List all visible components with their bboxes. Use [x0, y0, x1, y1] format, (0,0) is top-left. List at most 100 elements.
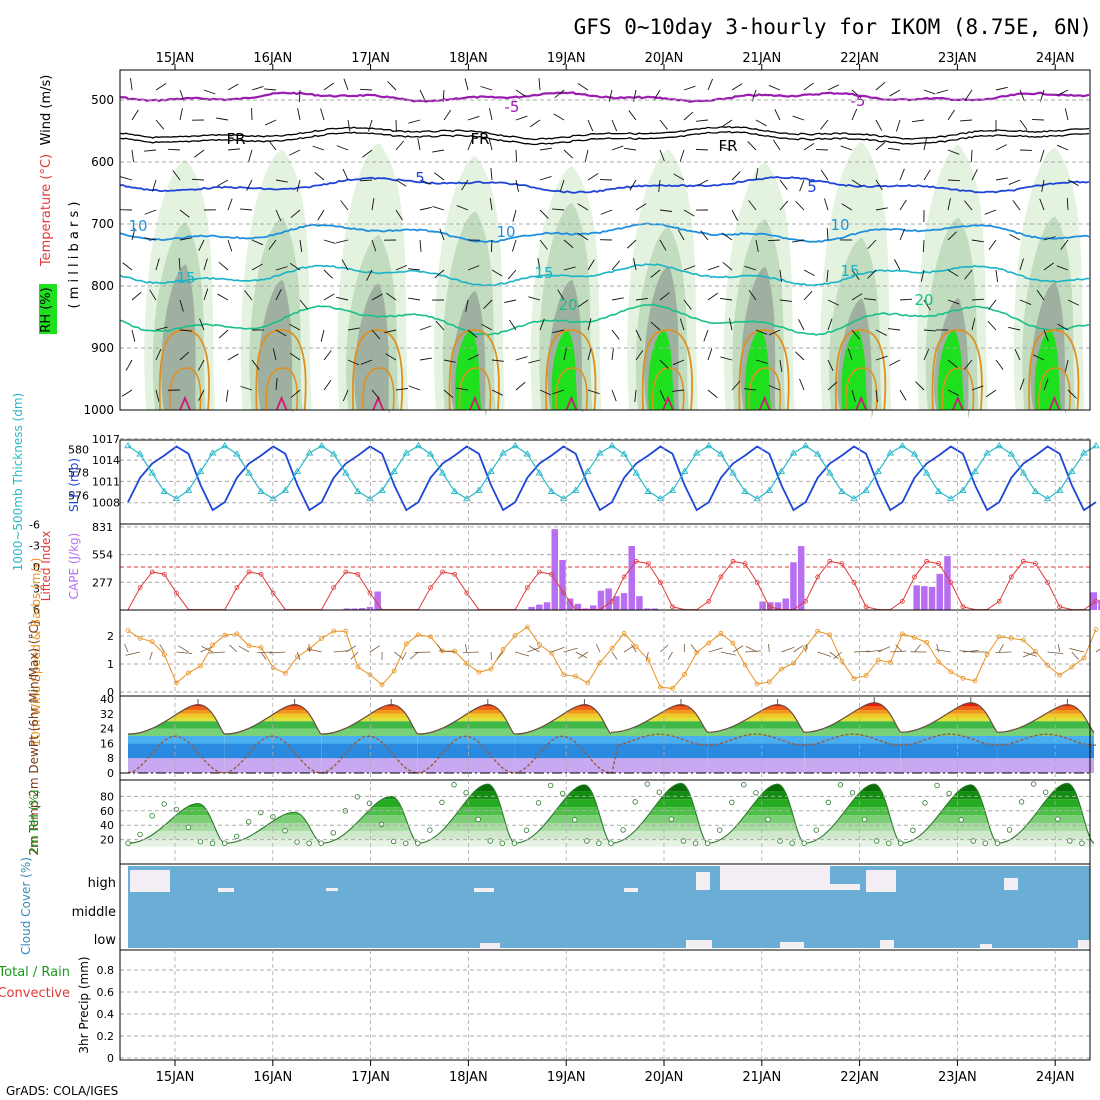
temp-band — [611, 736, 708, 744]
wind-speed-marker — [524, 624, 530, 630]
wind-barb — [122, 262, 133, 271]
thickness-marker — [196, 467, 205, 474]
wind-barb-surface — [200, 646, 213, 653]
wind-barb — [673, 173, 685, 181]
lifted-index-marker — [948, 580, 954, 585]
wind-barb — [323, 293, 335, 301]
rh-shade — [161, 264, 197, 411]
wind-barb-surface — [781, 646, 795, 653]
wind-barb — [1043, 329, 1049, 342]
wind-barb — [970, 149, 973, 163]
thickness-marker — [741, 487, 749, 494]
wind-speed-marker — [428, 634, 433, 640]
wind-barb — [155, 389, 160, 402]
lifted-index-marker — [1045, 580, 1050, 585]
wind-speed-marker — [488, 666, 494, 672]
wind-barb — [144, 237, 157, 241]
wind-barb — [539, 389, 552, 396]
cape-bar — [643, 608, 651, 610]
wind-barb — [246, 179, 253, 191]
temp-band — [128, 758, 225, 773]
thickness-marker — [523, 450, 532, 457]
wind-barb — [264, 88, 277, 91]
rh-outline — [321, 795, 419, 844]
lifted-index-marker — [1008, 574, 1014, 580]
contour-label: 5 — [415, 169, 425, 187]
cape-bar — [921, 586, 928, 610]
contour-35 — [951, 395, 964, 411]
wind-barb — [347, 327, 360, 331]
rh-marker — [330, 830, 336, 836]
thickness-marker — [354, 487, 362, 494]
contour-label: FR — [718, 137, 737, 155]
temp-band — [417, 717, 515, 722]
wind-speed-marker — [476, 669, 482, 675]
temp-outline — [707, 703, 805, 733]
wind-barb — [995, 86, 1008, 91]
wind-barb — [635, 203, 647, 211]
wind-speed-marker — [1033, 649, 1038, 655]
rh-marker — [366, 800, 373, 806]
wind-speed-marker — [936, 659, 942, 665]
wind-barb — [779, 299, 792, 302]
wind-barb — [320, 108, 325, 121]
temp-outline — [417, 703, 515, 735]
wind-barb — [755, 239, 759, 252]
rh-marker — [716, 827, 723, 833]
cloud-clear-patch — [1078, 940, 1090, 948]
rh-marker — [318, 840, 324, 846]
wind-barb — [722, 261, 733, 271]
wind-barb-surface — [159, 644, 165, 653]
rh-band — [707, 838, 805, 847]
wind-barb — [290, 209, 301, 219]
cloud-clear-patch — [866, 870, 896, 892]
wind-barb — [768, 329, 781, 336]
wind-speed-marker — [270, 665, 276, 671]
temp-band — [804, 728, 901, 736]
wind-barb — [217, 293, 229, 301]
wind-barb — [1043, 236, 1056, 241]
wind-tick-label: 2 — [107, 630, 114, 643]
rh-marker — [294, 839, 300, 845]
thickness-marker — [632, 469, 640, 476]
thickness-marker — [160, 487, 169, 494]
rh-marker — [149, 813, 155, 819]
temp-band — [514, 728, 611, 736]
rh-band — [900, 799, 998, 808]
wind-barb — [889, 89, 901, 97]
wind-barb — [563, 149, 574, 159]
rh-marker — [765, 816, 771, 823]
cape-bar — [366, 606, 374, 610]
temp-band — [707, 758, 805, 773]
temp-outline — [610, 703, 709, 733]
wind-barb — [512, 209, 517, 222]
temp-bands — [997, 704, 1094, 773]
thickness-marker — [342, 469, 350, 476]
date-label-bottom: 20JAN — [645, 1070, 684, 1085]
wind-speed-marker — [500, 647, 506, 652]
thickness-marker — [1092, 441, 1100, 449]
wind-barb-surface — [998, 644, 1004, 653]
cloud-clear-patch — [218, 888, 234, 892]
wind-barb — [798, 319, 805, 331]
wind-barb-surface — [745, 645, 758, 653]
cape-tick-label: 554 — [92, 549, 113, 562]
cape-bar — [566, 598, 574, 610]
temp-outline — [127, 703, 226, 735]
wind-speed-marker — [984, 652, 990, 657]
wind-barb — [1039, 149, 1045, 162]
temp-band — [611, 758, 708, 773]
cloud-cover-fill — [128, 866, 1090, 948]
wind-speed-marker — [282, 670, 288, 676]
contour-25 — [931, 329, 983, 411]
lifted-index-tick-label: 3 — [33, 582, 40, 595]
rh-band — [514, 823, 611, 831]
wind-barb-surface — [962, 650, 979, 653]
wind-barb — [720, 297, 733, 301]
lifted-index-marker — [924, 558, 929, 564]
wind-barb-surface — [350, 651, 359, 660]
wind-speed-marker — [537, 642, 542, 647]
cloud-clear-patch — [720, 866, 830, 890]
rh-band — [804, 807, 901, 816]
wind-barb — [827, 381, 838, 391]
